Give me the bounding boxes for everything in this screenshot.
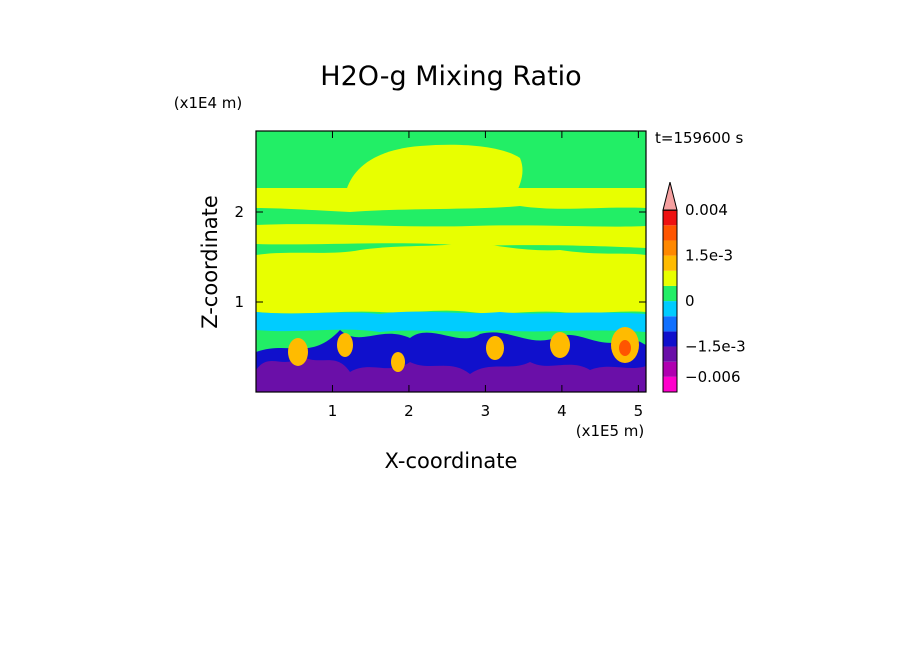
moist-layer-mid: [256, 188, 646, 212]
colorbar-label: −1.5e-3: [685, 338, 746, 356]
contour-field: [256, 131, 646, 392]
moist-layer-lower: [256, 224, 646, 248]
colorbar-segment: [663, 376, 677, 392]
orange-plume: [337, 333, 353, 357]
x-tick-label: 5: [634, 402, 644, 420]
time-label: t=159600 s: [655, 129, 743, 147]
orange-plume: [486, 336, 504, 360]
y-axis: 12: [234, 203, 646, 311]
x-axis-title: X-coordinate: [385, 449, 518, 473]
colorbar-segment: [663, 301, 677, 317]
y-axis-unit: (x1E4 m): [174, 94, 243, 112]
colorbar-extend-arrow: [662, 182, 678, 211]
colorbar-segment: [663, 346, 677, 362]
y-tick-label: 1: [234, 293, 244, 311]
y-axis-title: Z-coordinate: [198, 195, 222, 329]
colorbar-segment: [663, 240, 677, 256]
x-tick-label: 2: [404, 402, 414, 420]
colorbar-segment: [663, 316, 677, 332]
colorbar-label: 0: [685, 292, 695, 310]
colorbar-segment: [663, 361, 677, 377]
x-tick-label: 4: [557, 402, 567, 420]
x-axis: 1 2 3 4 5: [328, 131, 643, 420]
chart-title: H2O-g Mixing Ratio: [320, 61, 581, 92]
plot-frame: [255, 130, 647, 393]
colorbar-frame: [662, 209, 678, 393]
colorbar-segment: [663, 331, 677, 347]
colorbar-label: 1.5e-3: [685, 247, 733, 265]
moist-region-main: [256, 242, 646, 314]
x-tick-label: 1: [328, 402, 338, 420]
colorbar: 0.004 1.5e-3 0 −1.5e-3 −0.006: [662, 182, 746, 393]
x-axis-unit: (x1E5 m): [576, 422, 645, 440]
orange-plume: [391, 352, 405, 372]
y-tick-label: 2: [234, 203, 244, 221]
colorbar-label: −0.006: [685, 368, 741, 386]
colorbar-segment: [663, 285, 677, 302]
colorbar-segment: [663, 225, 677, 241]
moist-band-upper: [345, 144, 523, 195]
orange-plume: [550, 332, 570, 358]
colorbar-segment: [663, 270, 677, 286]
orange-plume: [288, 338, 308, 366]
red-core: [619, 340, 631, 356]
colorbar-label: 0.004: [685, 201, 728, 219]
colorbar-segment: [663, 255, 677, 271]
purple-layer: [256, 355, 646, 392]
x-tick-label: 3: [481, 402, 491, 420]
colorbar-segment: [663, 210, 677, 226]
